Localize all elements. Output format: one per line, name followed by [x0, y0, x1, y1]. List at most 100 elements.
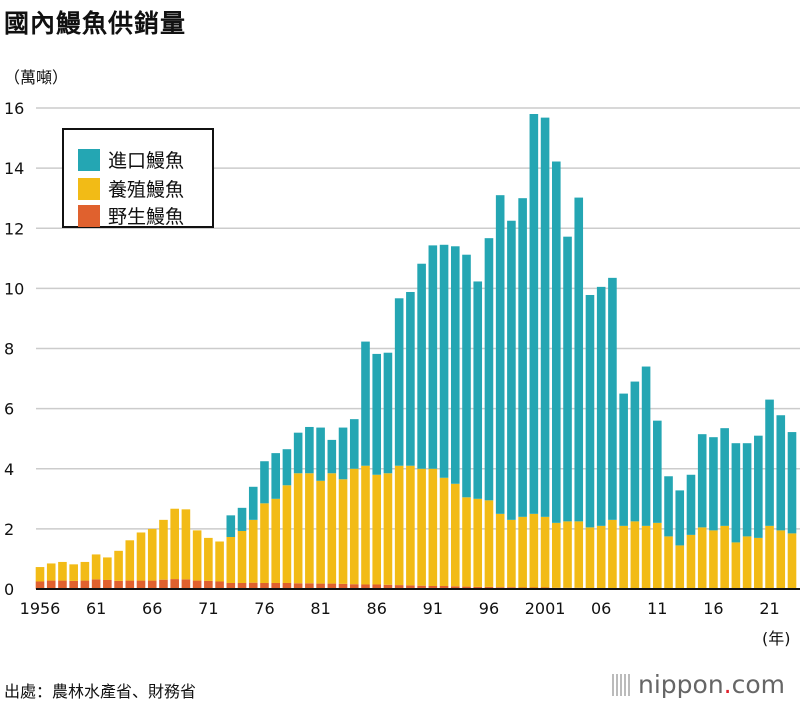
bar-segment-farmed-1978: [282, 485, 292, 583]
bar-segment-wild-1989: [406, 585, 415, 589]
bar-segment-farmed-2011: [653, 522, 662, 589]
bar-segment-import-1997: [495, 195, 505, 514]
bar-segment-wild-1963: [114, 580, 123, 589]
bar-segment-farmed-1984: [349, 468, 359, 585]
bar-segment-farmed-2017: [720, 525, 729, 589]
bar-segment-farmed-1996: [484, 500, 494, 587]
bar-2003: [563, 236, 572, 589]
bar-segment-farmed-2018: [731, 542, 741, 589]
bar-segment-import-1992: [439, 244, 449, 478]
bar-segment-import-2016: [709, 437, 718, 531]
bars: [35, 114, 797, 589]
bar-segment-farmed-2021: [765, 525, 774, 589]
bar-segment-farmed-1994: [462, 497, 471, 587]
bar-segment-import-1988: [394, 298, 404, 466]
bar-segment-import-1981: [316, 427, 325, 481]
bar-segment-wild-1987: [383, 584, 393, 589]
bar-1991: [428, 245, 438, 589]
bar-segment-import-1978: [282, 449, 292, 486]
bar-2008: [619, 393, 628, 589]
bar-segment-farmed-2016: [709, 530, 718, 589]
bar-segment-farmed-1958: [58, 561, 67, 581]
bar-1982: [327, 439, 337, 589]
bar-segment-import-1980: [305, 426, 314, 474]
bar-2023: [787, 432, 797, 589]
bar-segment-wild-1981: [316, 583, 325, 589]
bar-segment-import-2017: [720, 428, 729, 526]
bar-segment-wild-1957: [46, 580, 56, 589]
x-tick-label: 81: [310, 599, 330, 618]
bar-segment-import-2018: [731, 443, 741, 543]
bar-segment-farmed-2009: [630, 521, 640, 589]
bar-segment-import-1973: [226, 515, 236, 537]
bar-1976: [260, 461, 269, 589]
bar-2009: [630, 381, 640, 589]
bar-2022: [776, 415, 786, 589]
bar-segment-farmed-2012: [664, 536, 673, 589]
bar-segment-wild-1983: [338, 583, 348, 589]
logo-bars-icon: [612, 674, 632, 696]
bar-1978: [282, 449, 292, 589]
bar-segment-farmed-2001: [540, 516, 550, 588]
bar-segment-import-2011: [653, 420, 662, 523]
x-tick-label: 71: [198, 599, 218, 618]
bar-segment-farmed-2004: [574, 521, 584, 588]
bar-segment-wild-1958: [58, 580, 67, 589]
x-tick-label: 91: [423, 599, 443, 618]
bar-1977: [271, 453, 281, 589]
bar-segment-wild-1992: [439, 585, 449, 589]
bar-1963: [114, 550, 123, 589]
bar-segment-farmed-1987: [383, 473, 393, 585]
bar-segment-farmed-2006: [596, 525, 606, 589]
bar-segment-import-1982: [327, 439, 337, 474]
bar-segment-import-1976: [260, 461, 269, 504]
bar-2018: [731, 443, 741, 589]
x-tick-label: 06: [591, 599, 611, 618]
y-tick-labels: 0 2 4 6 8 10 12 14 16: [4, 99, 24, 599]
x-tick-label: 21: [759, 599, 779, 618]
y-tick-label: 14: [4, 159, 24, 178]
bar-segment-farmed-2008: [619, 525, 628, 589]
bar-segment-wild-1967: [159, 579, 168, 589]
bar-2019: [742, 443, 752, 589]
bar-segment-farmed-2019: [742, 536, 752, 589]
bar-1983: [338, 427, 348, 589]
bar-segment-import-2009: [630, 381, 640, 522]
bar-2012: [664, 476, 673, 589]
bar-1964: [125, 540, 135, 589]
bar-segment-farmed-1971: [204, 537, 213, 581]
legend-label: 野生鰻魚: [108, 206, 185, 228]
bar-segment-farmed-1985: [361, 465, 370, 585]
bar-segment-farmed-2023: [787, 533, 797, 589]
bar-2014: [686, 474, 696, 589]
bar-segment-wild-1985: [361, 584, 370, 589]
bar-segment-wild-1968: [170, 579, 179, 589]
bar-1962: [103, 557, 112, 589]
bar-segment-farmed-1974: [237, 530, 247, 583]
bar-segment-wild-1977: [271, 582, 281, 589]
bar-segment-import-1985: [361, 341, 370, 466]
bar-segment-farmed-1966: [147, 528, 157, 581]
bar-1969: [181, 509, 191, 589]
bar-1960: [80, 561, 90, 589]
bar-segment-import-1987: [383, 352, 393, 474]
bar-segment-wild-1994: [462, 586, 471, 589]
bar-segment-wild-1991: [428, 585, 438, 589]
bar-segment-import-2021: [765, 399, 774, 526]
bar-segment-import-1999: [518, 198, 527, 517]
legend-swatch-wild: [78, 204, 100, 227]
bar-segment-import-1984: [349, 419, 359, 469]
bar-segment-import-1974: [237, 507, 247, 531]
y-tick-label: 0: [4, 580, 14, 599]
bar-segment-farmed-1959: [69, 564, 78, 581]
bar-1994: [462, 254, 471, 589]
bar-segment-wild-1973: [226, 582, 236, 589]
bar-segment-farmed-1956: [35, 567, 45, 582]
bar-segment-farmed-1967: [159, 519, 168, 580]
bar-1966: [147, 528, 157, 589]
x-tick-label: 61: [86, 599, 106, 618]
bar-segment-farmed-1969: [181, 509, 191, 580]
bar-1996: [484, 238, 494, 589]
bar-1959: [69, 564, 78, 589]
